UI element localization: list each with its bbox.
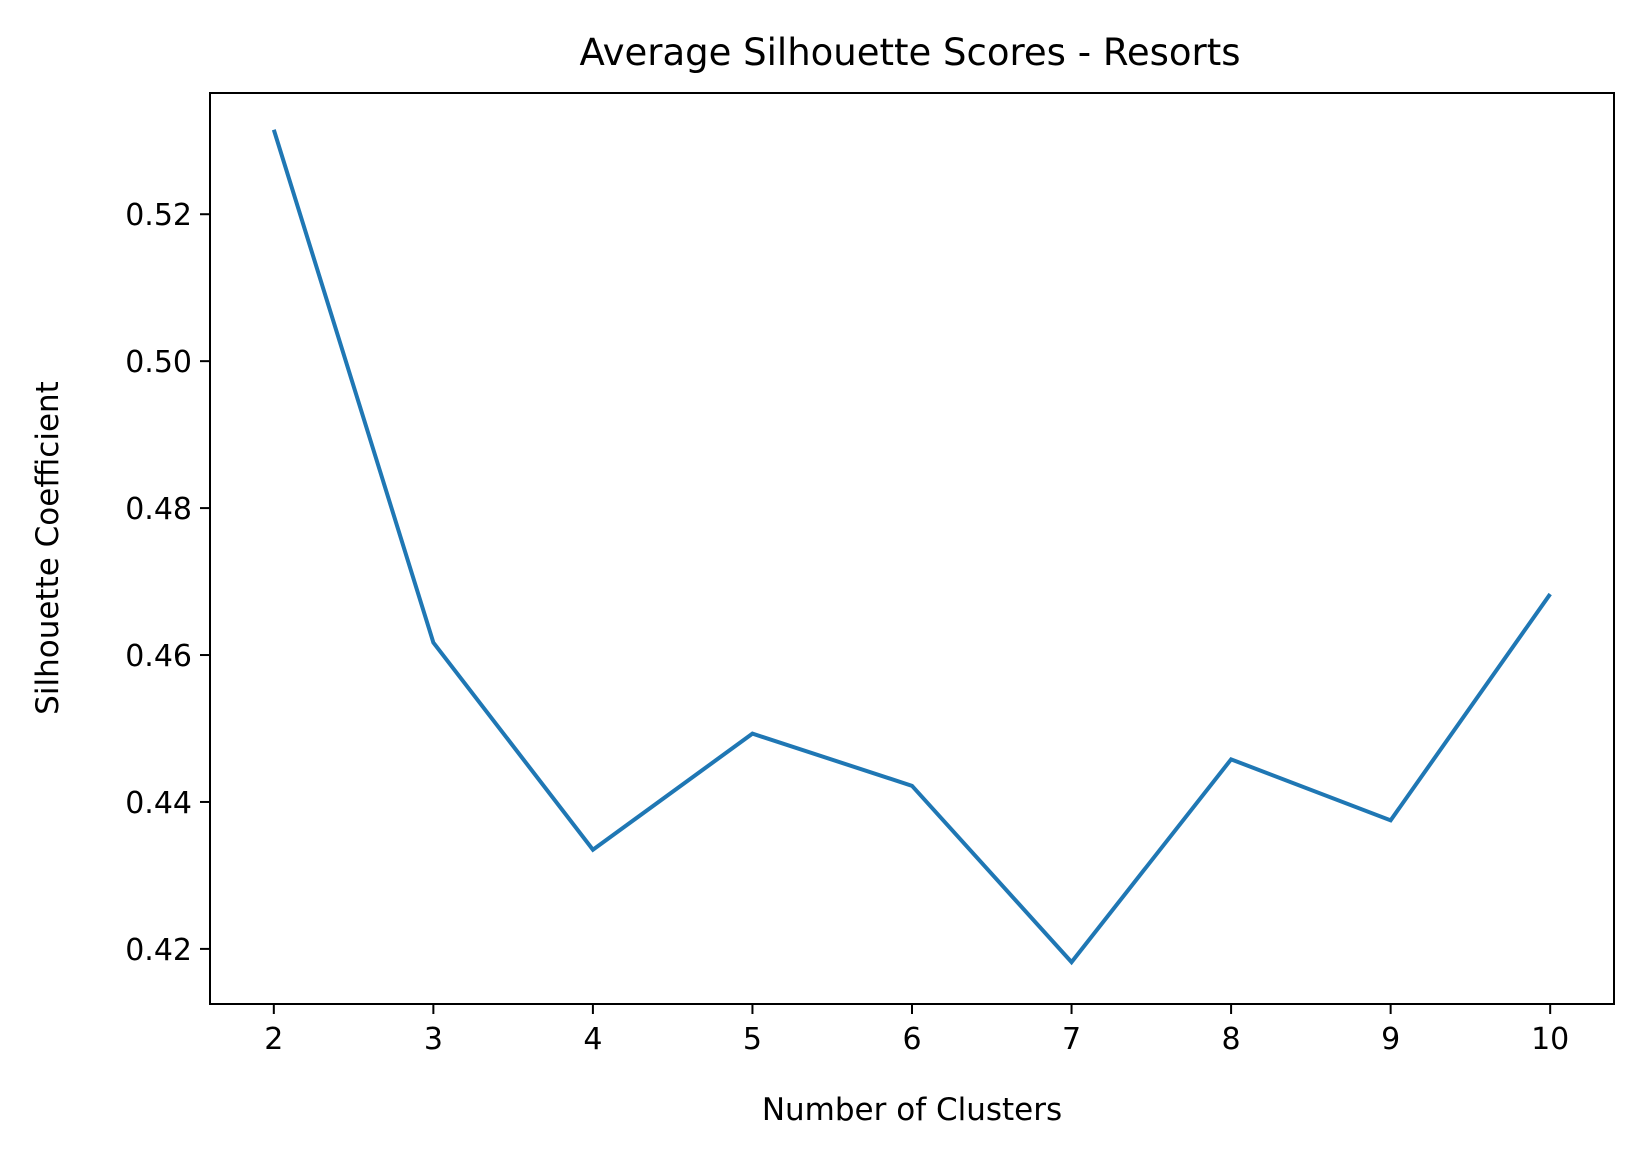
x-tick-label: 3	[424, 1022, 443, 1057]
axes-frame	[209, 92, 1615, 1005]
x-tick-label: 6	[902, 1022, 921, 1057]
y-tick-label: 0.52	[125, 198, 192, 233]
y-tick-label: 0.42	[125, 933, 192, 968]
y-axis-label: Silhouette Coefficient	[30, 381, 66, 715]
plot-area	[271, 129, 1552, 966]
x-tick-label: 4	[583, 1022, 602, 1057]
x-axis-label: Number of Clusters	[762, 1092, 1062, 1128]
y-tick-label: 0.48	[125, 492, 192, 527]
x-tick-label: 5	[743, 1022, 762, 1057]
series-line	[271, 129, 1552, 966]
y-tick-label: 0.44	[125, 786, 192, 821]
x-tick-label: 8	[1222, 1022, 1241, 1057]
x-axis: 2 3 4 5 6 7 8 9 10	[264, 1004, 1569, 1057]
x-tick-label: 9	[1381, 1022, 1400, 1057]
y-tick-label: 0.46	[125, 639, 192, 674]
chart-title: Average Silhouette Scores - Resorts	[579, 31, 1240, 74]
x-tick-label: 2	[264, 1022, 283, 1057]
y-axis: 0.42 0.44 0.46 0.48 0.50 0.52	[125, 198, 210, 968]
x-tick-label: 7	[1062, 1022, 1081, 1057]
x-tick-label: 10	[1531, 1022, 1569, 1057]
y-tick-label: 0.50	[125, 345, 192, 380]
